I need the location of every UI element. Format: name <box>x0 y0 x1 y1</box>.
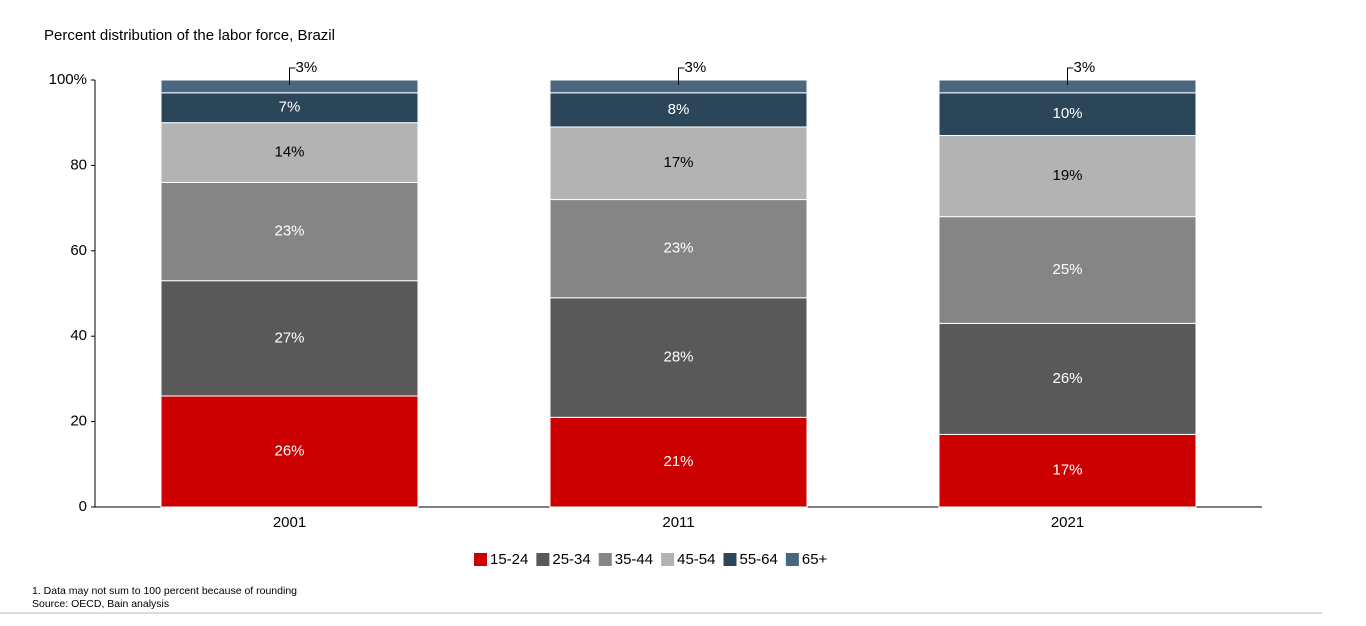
value-label: 27% <box>274 329 304 346</box>
footnote: 1. Data may not sum to 100 percent becau… <box>32 585 297 597</box>
source: Source: OECD, Bain analysis <box>32 598 169 610</box>
y-tick-label: 20 <box>70 413 87 430</box>
value-label: 19% <box>1052 167 1082 184</box>
bar-segment <box>549 199 808 299</box>
y-tick-label: 60 <box>70 242 87 259</box>
bar-segment <box>160 181 419 282</box>
x-tick-label: 2021 <box>1051 514 1084 531</box>
legend-swatch <box>723 553 737 566</box>
bar-segment <box>549 416 808 508</box>
legend-label: 45-54 <box>677 551 715 568</box>
value-label: 17% <box>1052 462 1082 479</box>
bar-segment <box>938 216 1197 324</box>
legend-label: 55-64 <box>740 551 778 568</box>
bar-segment <box>549 297 808 418</box>
bar-segment <box>160 92 419 124</box>
value-label: 25% <box>1052 261 1082 278</box>
y-tick-label: 80 <box>70 156 87 173</box>
legend-label: 25-34 <box>552 551 590 568</box>
chart-title: Percent distribution of the labor force,… <box>44 27 335 44</box>
bar-segment <box>160 395 419 508</box>
legend-label: 65+ <box>802 551 828 568</box>
value-label: 14% <box>274 144 304 161</box>
bar-segment <box>938 92 1197 137</box>
value-label: 28% <box>663 349 693 366</box>
bar-segment <box>160 280 419 397</box>
value-label: 8% <box>668 101 690 118</box>
value-label: 26% <box>1052 370 1082 387</box>
value-label: 23% <box>663 240 693 257</box>
value-label: 17% <box>663 154 693 171</box>
value-label: 26% <box>274 442 304 459</box>
bar-segment <box>938 322 1197 435</box>
bar-segment <box>549 92 808 128</box>
value-label: 10% <box>1052 105 1082 122</box>
value-label: 3% <box>1074 59 1096 76</box>
legend-swatch <box>661 553 675 566</box>
leader-line <box>678 67 685 85</box>
bar-segment <box>160 122 419 183</box>
value-label: 21% <box>663 453 693 470</box>
legend-swatch <box>785 553 799 566</box>
bar-segment <box>938 135 1197 218</box>
x-tick-label: 2011 <box>662 514 694 531</box>
leader-line <box>1067 67 1074 85</box>
x-tick-label: 2001 <box>273 514 306 531</box>
bar-segment <box>938 433 1197 508</box>
bar-segment <box>549 126 808 201</box>
legend-swatch <box>536 553 550 566</box>
legend-label: 35-44 <box>615 551 653 568</box>
y-tick-label: 0 <box>79 498 87 515</box>
value-label: 7% <box>279 99 301 116</box>
value-label: 3% <box>296 59 318 76</box>
legend-label: 15-24 <box>490 551 528 568</box>
legend-swatch <box>474 553 487 566</box>
leader-line <box>289 67 296 85</box>
y-tick-label: 100% <box>49 71 87 88</box>
value-label: 3% <box>685 59 707 76</box>
y-tick-label: 40 <box>70 327 87 344</box>
legend-swatch <box>598 553 612 566</box>
value-label: 23% <box>274 223 304 240</box>
